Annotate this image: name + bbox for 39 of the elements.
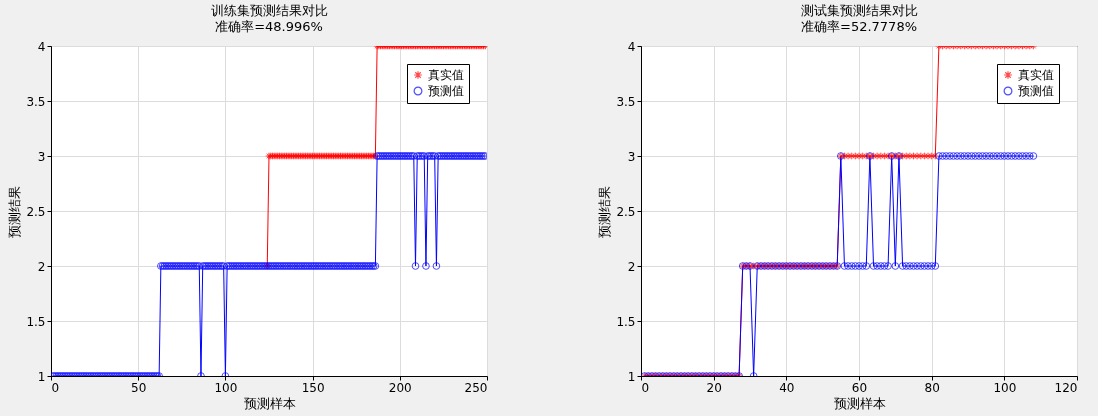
y-axis-title: 预测结果 <box>597 185 613 238</box>
y-tick-label: 2 <box>627 259 636 274</box>
x-tick-label: 40 <box>779 380 795 395</box>
legend-label: 真实值 <box>428 68 464 82</box>
x-axis-title: 预测样本 <box>833 395 886 411</box>
y-axis-title: 预测结果 <box>7 185 23 238</box>
x-tick-label: 120 <box>1054 380 1078 395</box>
x-tick-label: 50 <box>131 380 147 395</box>
x-tick-label: 60 <box>851 380 868 395</box>
x-tick-label: 0 <box>641 380 650 395</box>
y-tick-label: 2.5 <box>26 204 46 219</box>
x-tick-label: 100 <box>214 380 238 395</box>
y-tick-label: 1 <box>37 369 46 384</box>
chart-subtitle: 准确率=52.7778% <box>800 19 918 34</box>
x-tick-label: 150 <box>301 380 325 395</box>
y-tick-label: 2 <box>37 259 46 274</box>
y-tick-label: 3 <box>37 149 46 164</box>
chart-title: 训练集预测结果对比 <box>210 3 328 18</box>
y-tick-label: 4 <box>37 39 46 54</box>
legend-label: 预测值 <box>1018 84 1054 98</box>
y-tick-label: 2.5 <box>616 204 636 219</box>
x-tick-label: 0 <box>51 380 60 395</box>
y-tick-label: 3.5 <box>616 94 636 109</box>
y-tick-label: 3 <box>627 149 636 164</box>
legend-label: 预测值 <box>428 84 464 98</box>
y-tick-label: 4 <box>627 39 636 54</box>
y-tick-label: 1.5 <box>26 314 46 329</box>
y-tick-label: 1 <box>627 369 636 384</box>
x-tick-label: 200 <box>388 380 412 395</box>
chart-title: 测试集预测结果对比 <box>800 3 918 18</box>
legend-label: 真实值 <box>1018 68 1054 82</box>
x-tick-label: 250 <box>464 380 488 395</box>
y-tick-label: 3.5 <box>26 94 46 109</box>
x-tick-label: 100 <box>993 380 1017 395</box>
y-tick-label: 1.5 <box>616 314 636 329</box>
x-axis-title: 预测样本 <box>243 395 296 411</box>
chart-subtitle: 准确率=48.996% <box>215 19 323 34</box>
x-tick-label: 80 <box>924 380 940 395</box>
x-tick-label: 20 <box>706 380 722 395</box>
